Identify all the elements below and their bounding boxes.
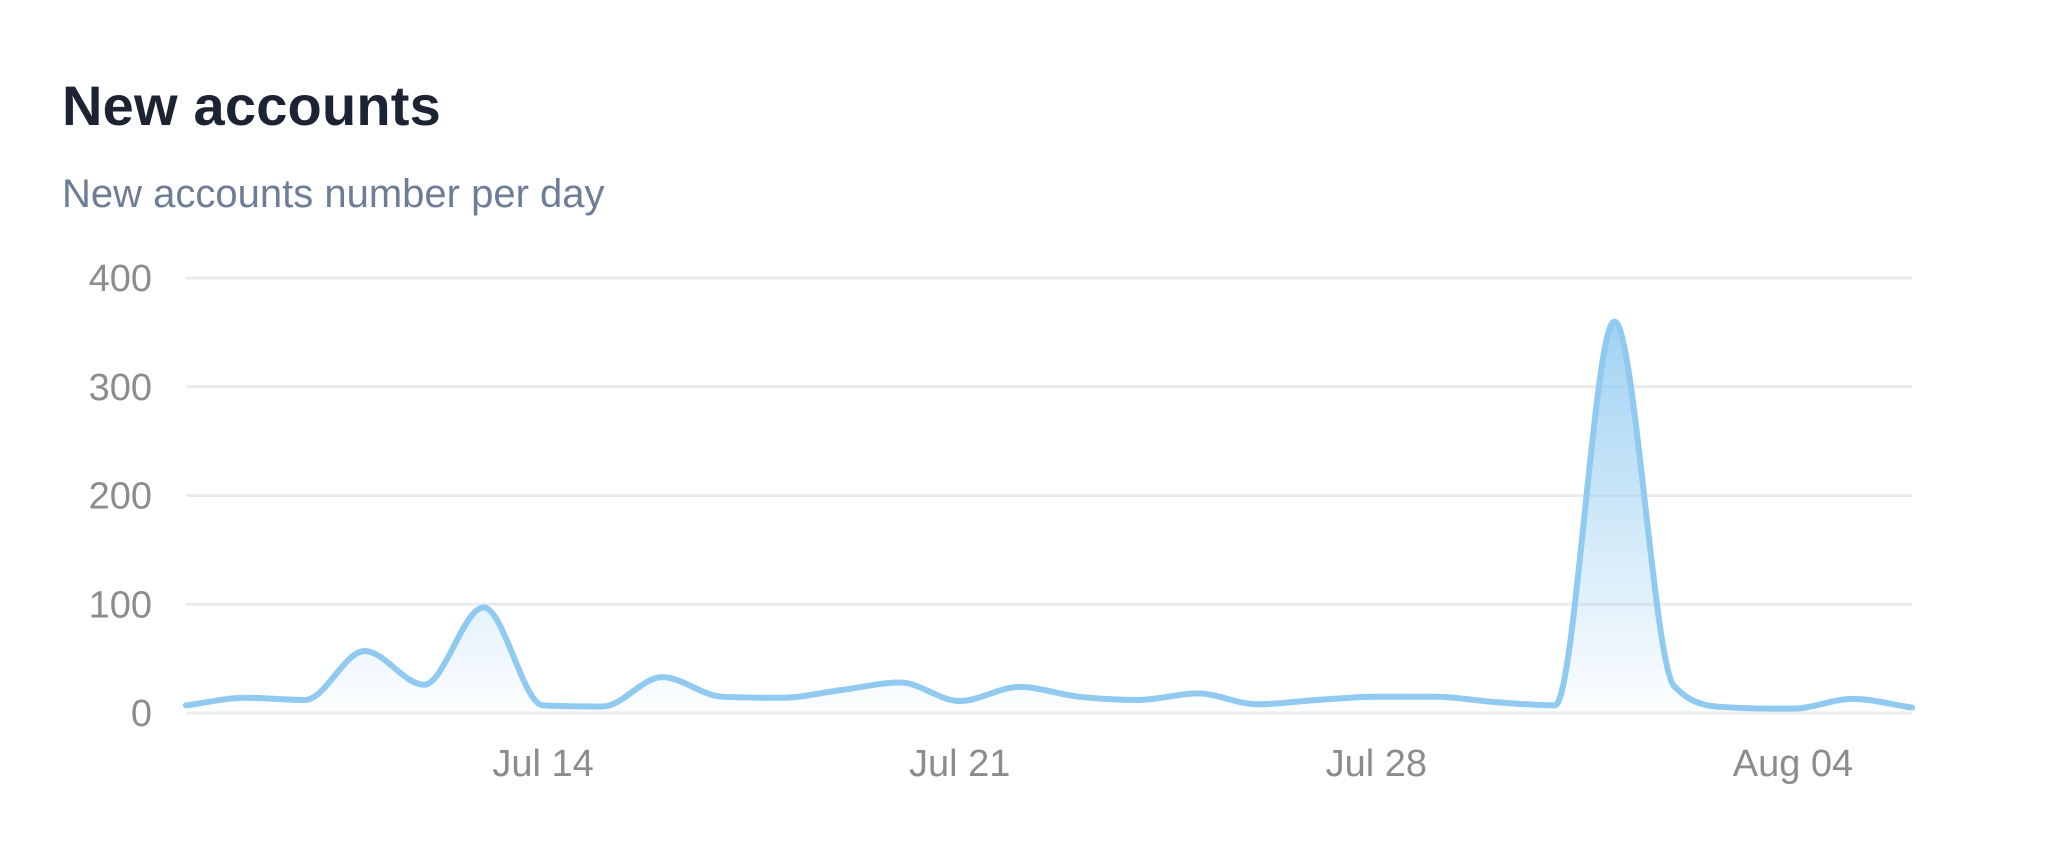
y-tick-label: 100 <box>89 584 152 626</box>
y-tick-label: 200 <box>89 476 152 518</box>
y-tick-label: 400 <box>89 258 152 300</box>
y-tick-label: 0 <box>131 693 152 735</box>
x-tick-label: Jul 14 <box>492 743 593 785</box>
x-tick-label: Aug 04 <box>1733 743 1853 785</box>
y-axis: 0 100 200 300 400 <box>89 258 152 735</box>
series-layer <box>183 318 1915 713</box>
series-area <box>186 321 1912 713</box>
x-tick-label: Jul 28 <box>1326 743 1427 785</box>
x-axis: Jul 14 Jul 21 Jul 28 Aug 04 <box>492 743 1853 785</box>
y-tick-label: 300 <box>89 367 152 409</box>
chart-title: New accounts <box>62 74 441 137</box>
chart-subtitle: New accounts number per day <box>62 172 605 216</box>
x-tick-label: Jul 21 <box>909 743 1010 785</box>
